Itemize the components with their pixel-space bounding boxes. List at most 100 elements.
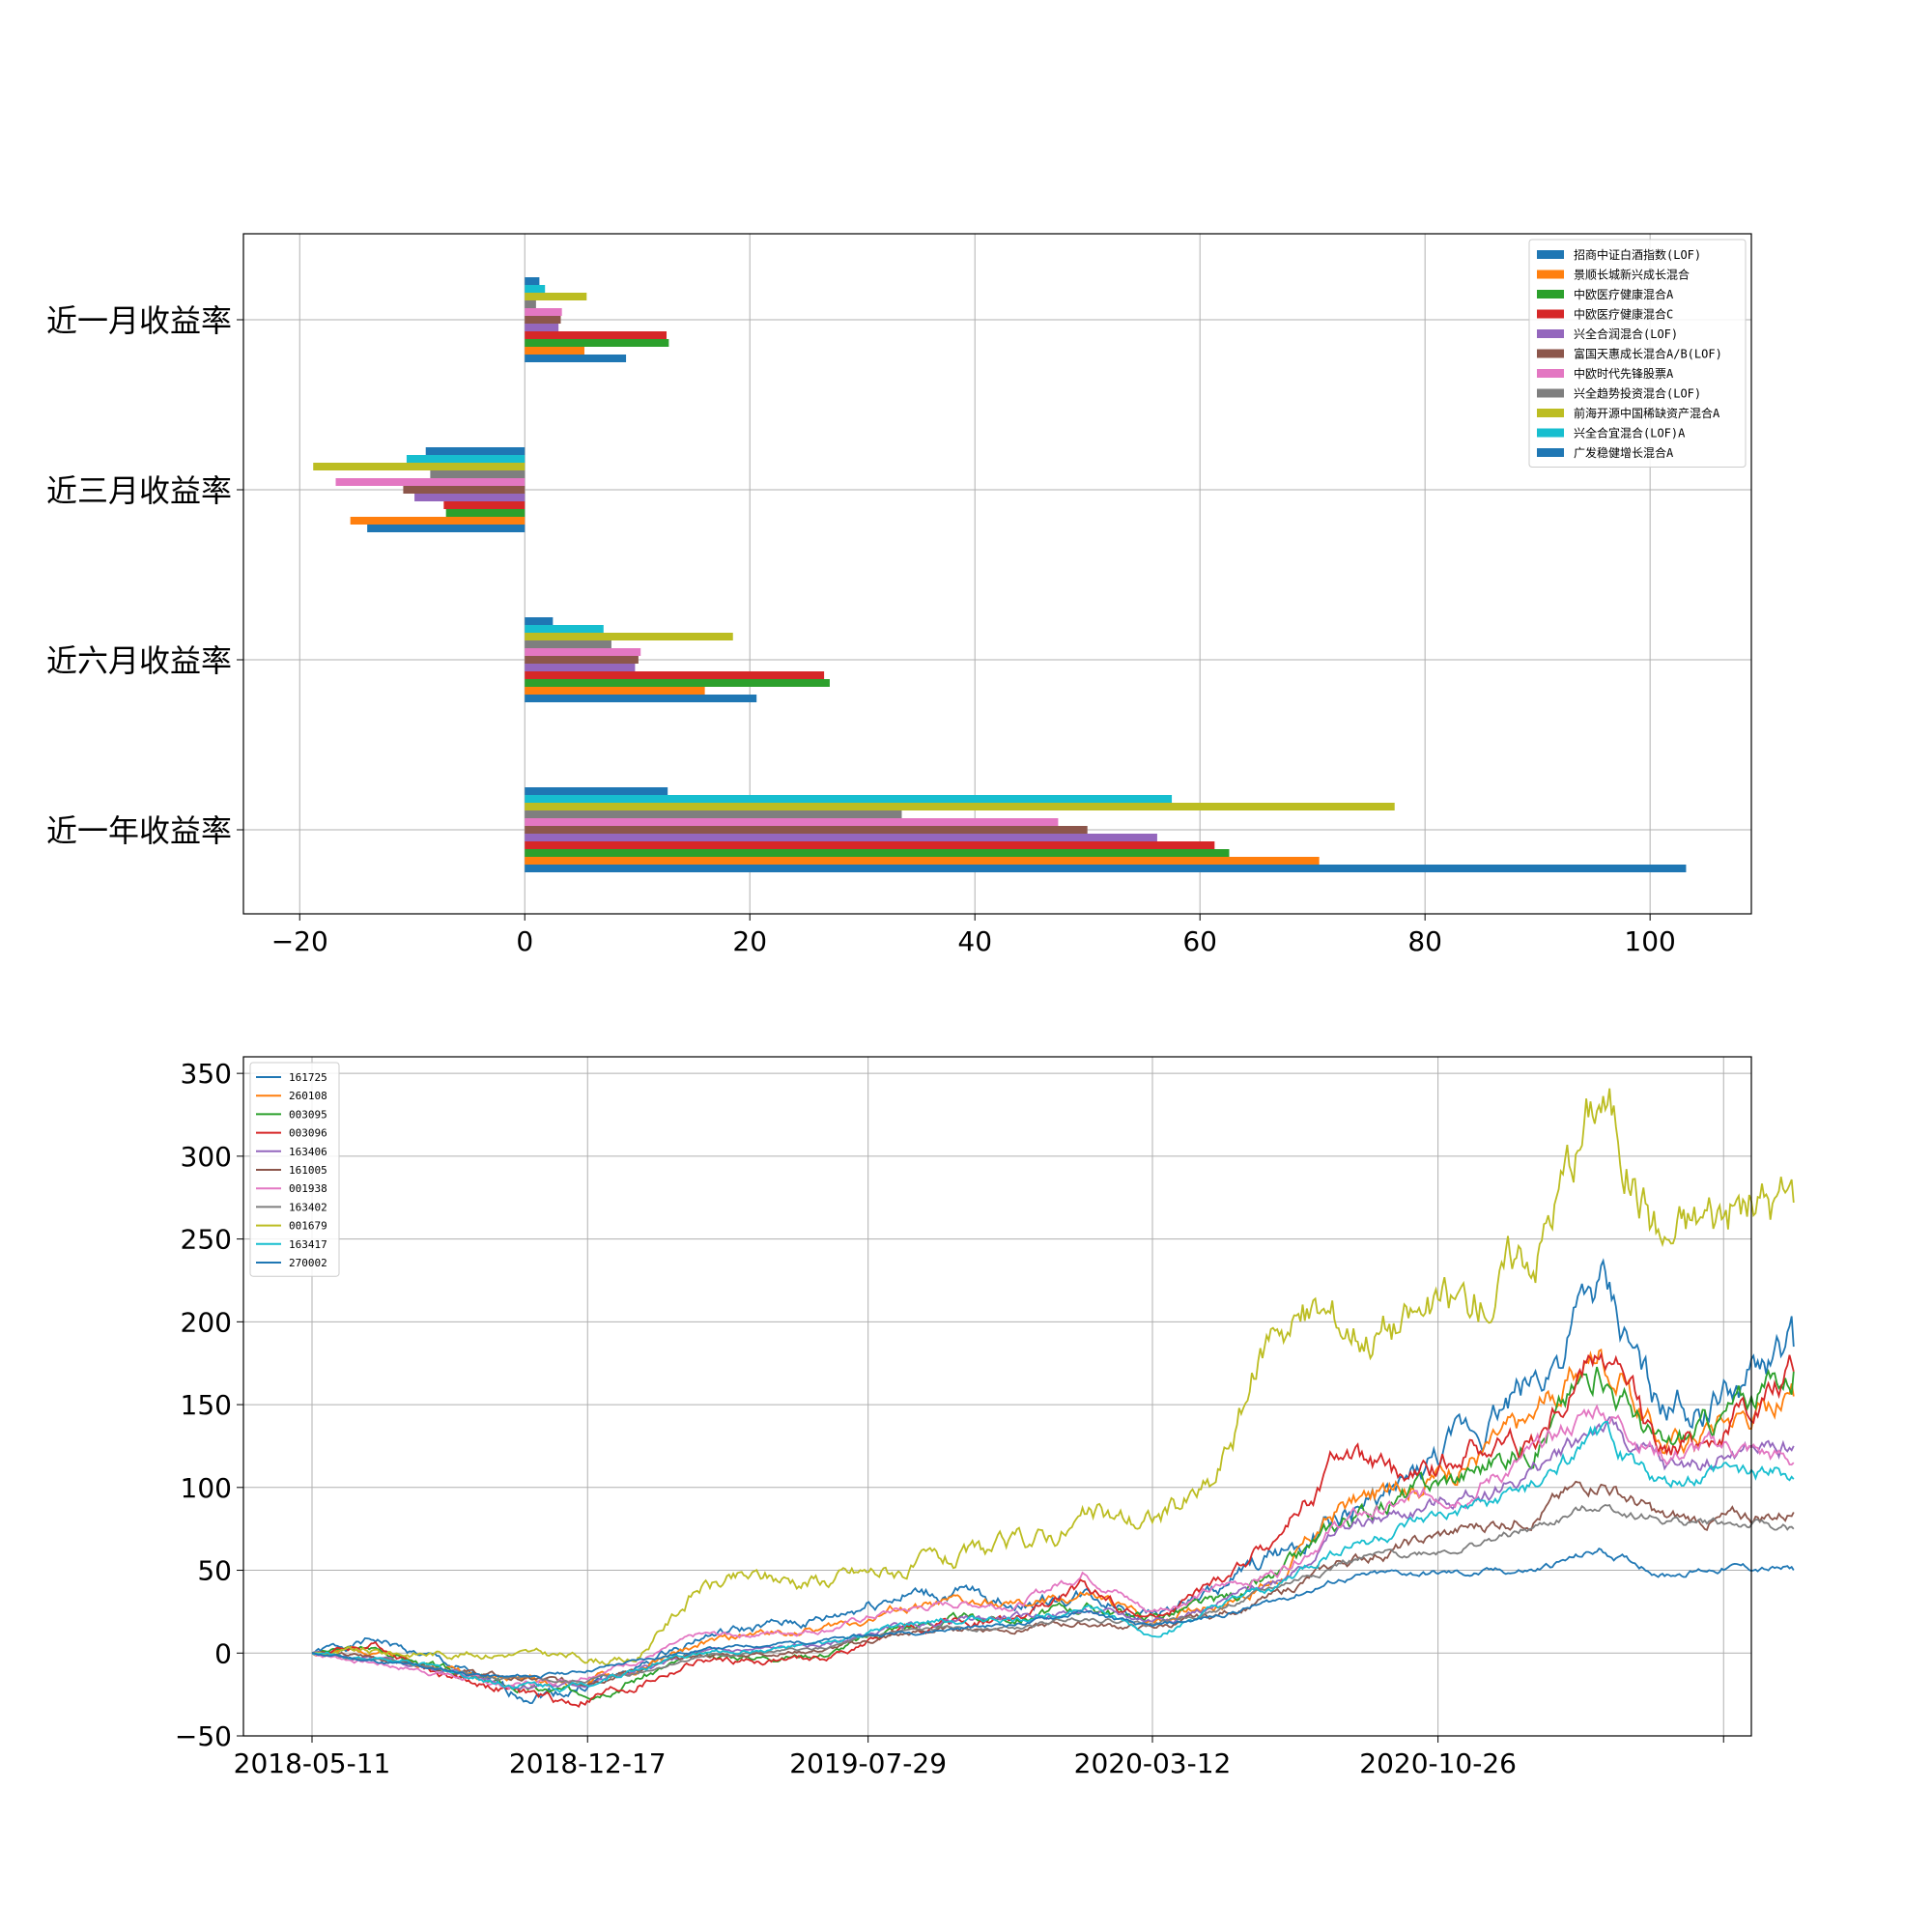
bar (367, 525, 526, 532)
bar (525, 617, 554, 625)
series-line (312, 1547, 1795, 1679)
bar (525, 810, 902, 818)
bar (525, 671, 825, 679)
line-legend-label: 163406 (289, 1146, 327, 1158)
series-line (311, 1415, 1795, 1690)
bar-legend-swatch (1537, 369, 1564, 378)
line-legend-label: 161725 (289, 1071, 327, 1084)
line-y-tick-label: −50 (175, 1720, 232, 1752)
line-legend-label: 163402 (289, 1201, 327, 1213)
bar-legend-label: 景顺长城新兴成长混合 (1574, 268, 1690, 282)
bar (525, 355, 627, 362)
bar (525, 347, 584, 355)
bar-legend-swatch (1537, 428, 1564, 438)
series-line (311, 1404, 1795, 1690)
bar-x-tick-label: 80 (1407, 925, 1442, 957)
bar (525, 648, 641, 656)
bar-category-label: 近一年收益率 (46, 812, 232, 849)
line-y-tick-label: 50 (197, 1555, 232, 1587)
line-x-tick-label: 2020-03-12 (1074, 1747, 1232, 1779)
line-legend-label: 270002 (289, 1257, 327, 1269)
bar (525, 625, 604, 633)
bar-legend-label: 富国天惠成长混合A/B(LOF) (1574, 347, 1722, 361)
bar-legend-swatch (1537, 349, 1564, 358)
series-line (311, 1088, 1795, 1666)
bar-legend-swatch (1537, 270, 1564, 279)
bar-legend (1528, 239, 1747, 468)
line-y-tick-label: 250 (181, 1224, 232, 1256)
bar (525, 300, 536, 308)
bar (443, 501, 526, 509)
bar-legend-label: 兴全趋势投资混合(LOF) (1574, 386, 1701, 401)
bar-legend-label: 广发稳健增长混合A (1574, 445, 1674, 460)
bar-x-tick-label: 100 (1624, 925, 1675, 957)
bar (525, 664, 636, 671)
bar-legend-label: 前海开源中国稀缺资产混合A (1574, 406, 1720, 420)
bar (525, 826, 1088, 834)
line-legend-label: 001679 (289, 1220, 327, 1233)
line-x-tick-label: 2020-10-26 (1359, 1747, 1517, 1779)
bar (525, 656, 639, 664)
bar (525, 308, 562, 316)
bar (313, 463, 526, 470)
bar (425, 447, 526, 455)
series-line (311, 1258, 1795, 1705)
line-legend-label: 003096 (289, 1127, 327, 1140)
bar (525, 285, 546, 293)
line-y-tick-label: 300 (181, 1141, 232, 1173)
series-line (311, 1351, 1795, 1709)
bar (525, 293, 587, 300)
line-legend-label: 003095 (289, 1108, 327, 1121)
bar-legend-swatch (1537, 448, 1564, 457)
line-chart: −50 0 50 100 150 200 250 300 350 2018-05-11 2018-1… (175, 1056, 1795, 1779)
bar-x-tick-label: 0 (516, 925, 533, 957)
bar (525, 331, 668, 339)
line-legend-label: 260108 (289, 1090, 327, 1102)
line-y-tick-label: 0 (214, 1637, 232, 1669)
bar-x-tick-label: −20 (271, 925, 328, 957)
bar-legend-swatch (1537, 329, 1564, 338)
bar (525, 849, 1230, 857)
bar (525, 679, 830, 687)
bar-plot-frame (242, 233, 1752, 915)
bar (525, 633, 733, 640)
bar (403, 486, 526, 494)
bar (406, 455, 526, 463)
bar-legend-label: 中欧医疗健康混合C (1574, 307, 1673, 322)
bar (445, 509, 526, 517)
bar (525, 834, 1157, 841)
bar (350, 517, 526, 525)
bar-legend-swatch (1537, 250, 1564, 259)
bar (525, 865, 1687, 872)
bar (525, 818, 1059, 826)
bar-x-tick-label: 20 (732, 925, 767, 957)
line-y-tick-label: 150 (181, 1389, 232, 1421)
bar-legend-label: 中欧医疗健康混合A (1574, 287, 1674, 301)
line-x-tick-label: 2018-12-17 (509, 1747, 667, 1779)
bar (335, 478, 526, 486)
line-y-tick-label: 350 (181, 1058, 232, 1090)
bar-legend-swatch (1537, 290, 1564, 298)
bar-legend-swatch (1537, 409, 1564, 417)
line-x-tick-label: 2018-05-11 (234, 1747, 391, 1779)
bar-legend-label: 中欧时代先锋股票A (1574, 366, 1674, 381)
line-y-tick-label: 100 (181, 1472, 232, 1504)
bar (525, 339, 669, 347)
bar (525, 640, 611, 648)
bar (525, 695, 757, 702)
bar (525, 316, 561, 324)
bar (430, 470, 526, 478)
bar-category-label: 近三月收益率 (46, 472, 232, 509)
bar-category-label: 近六月收益率 (46, 642, 232, 679)
bar (525, 324, 559, 331)
bar (414, 494, 526, 501)
line-legend-label: 161005 (289, 1164, 327, 1177)
series-line (311, 1421, 1795, 1693)
line-legend (249, 1062, 340, 1277)
bar-legend-label: 招商中证白酒指数(LOF) (1574, 247, 1701, 262)
bar-legend-swatch (1537, 309, 1564, 319)
series-line (311, 1503, 1795, 1684)
line-x-tick-label: 2019-07-29 (789, 1747, 947, 1779)
